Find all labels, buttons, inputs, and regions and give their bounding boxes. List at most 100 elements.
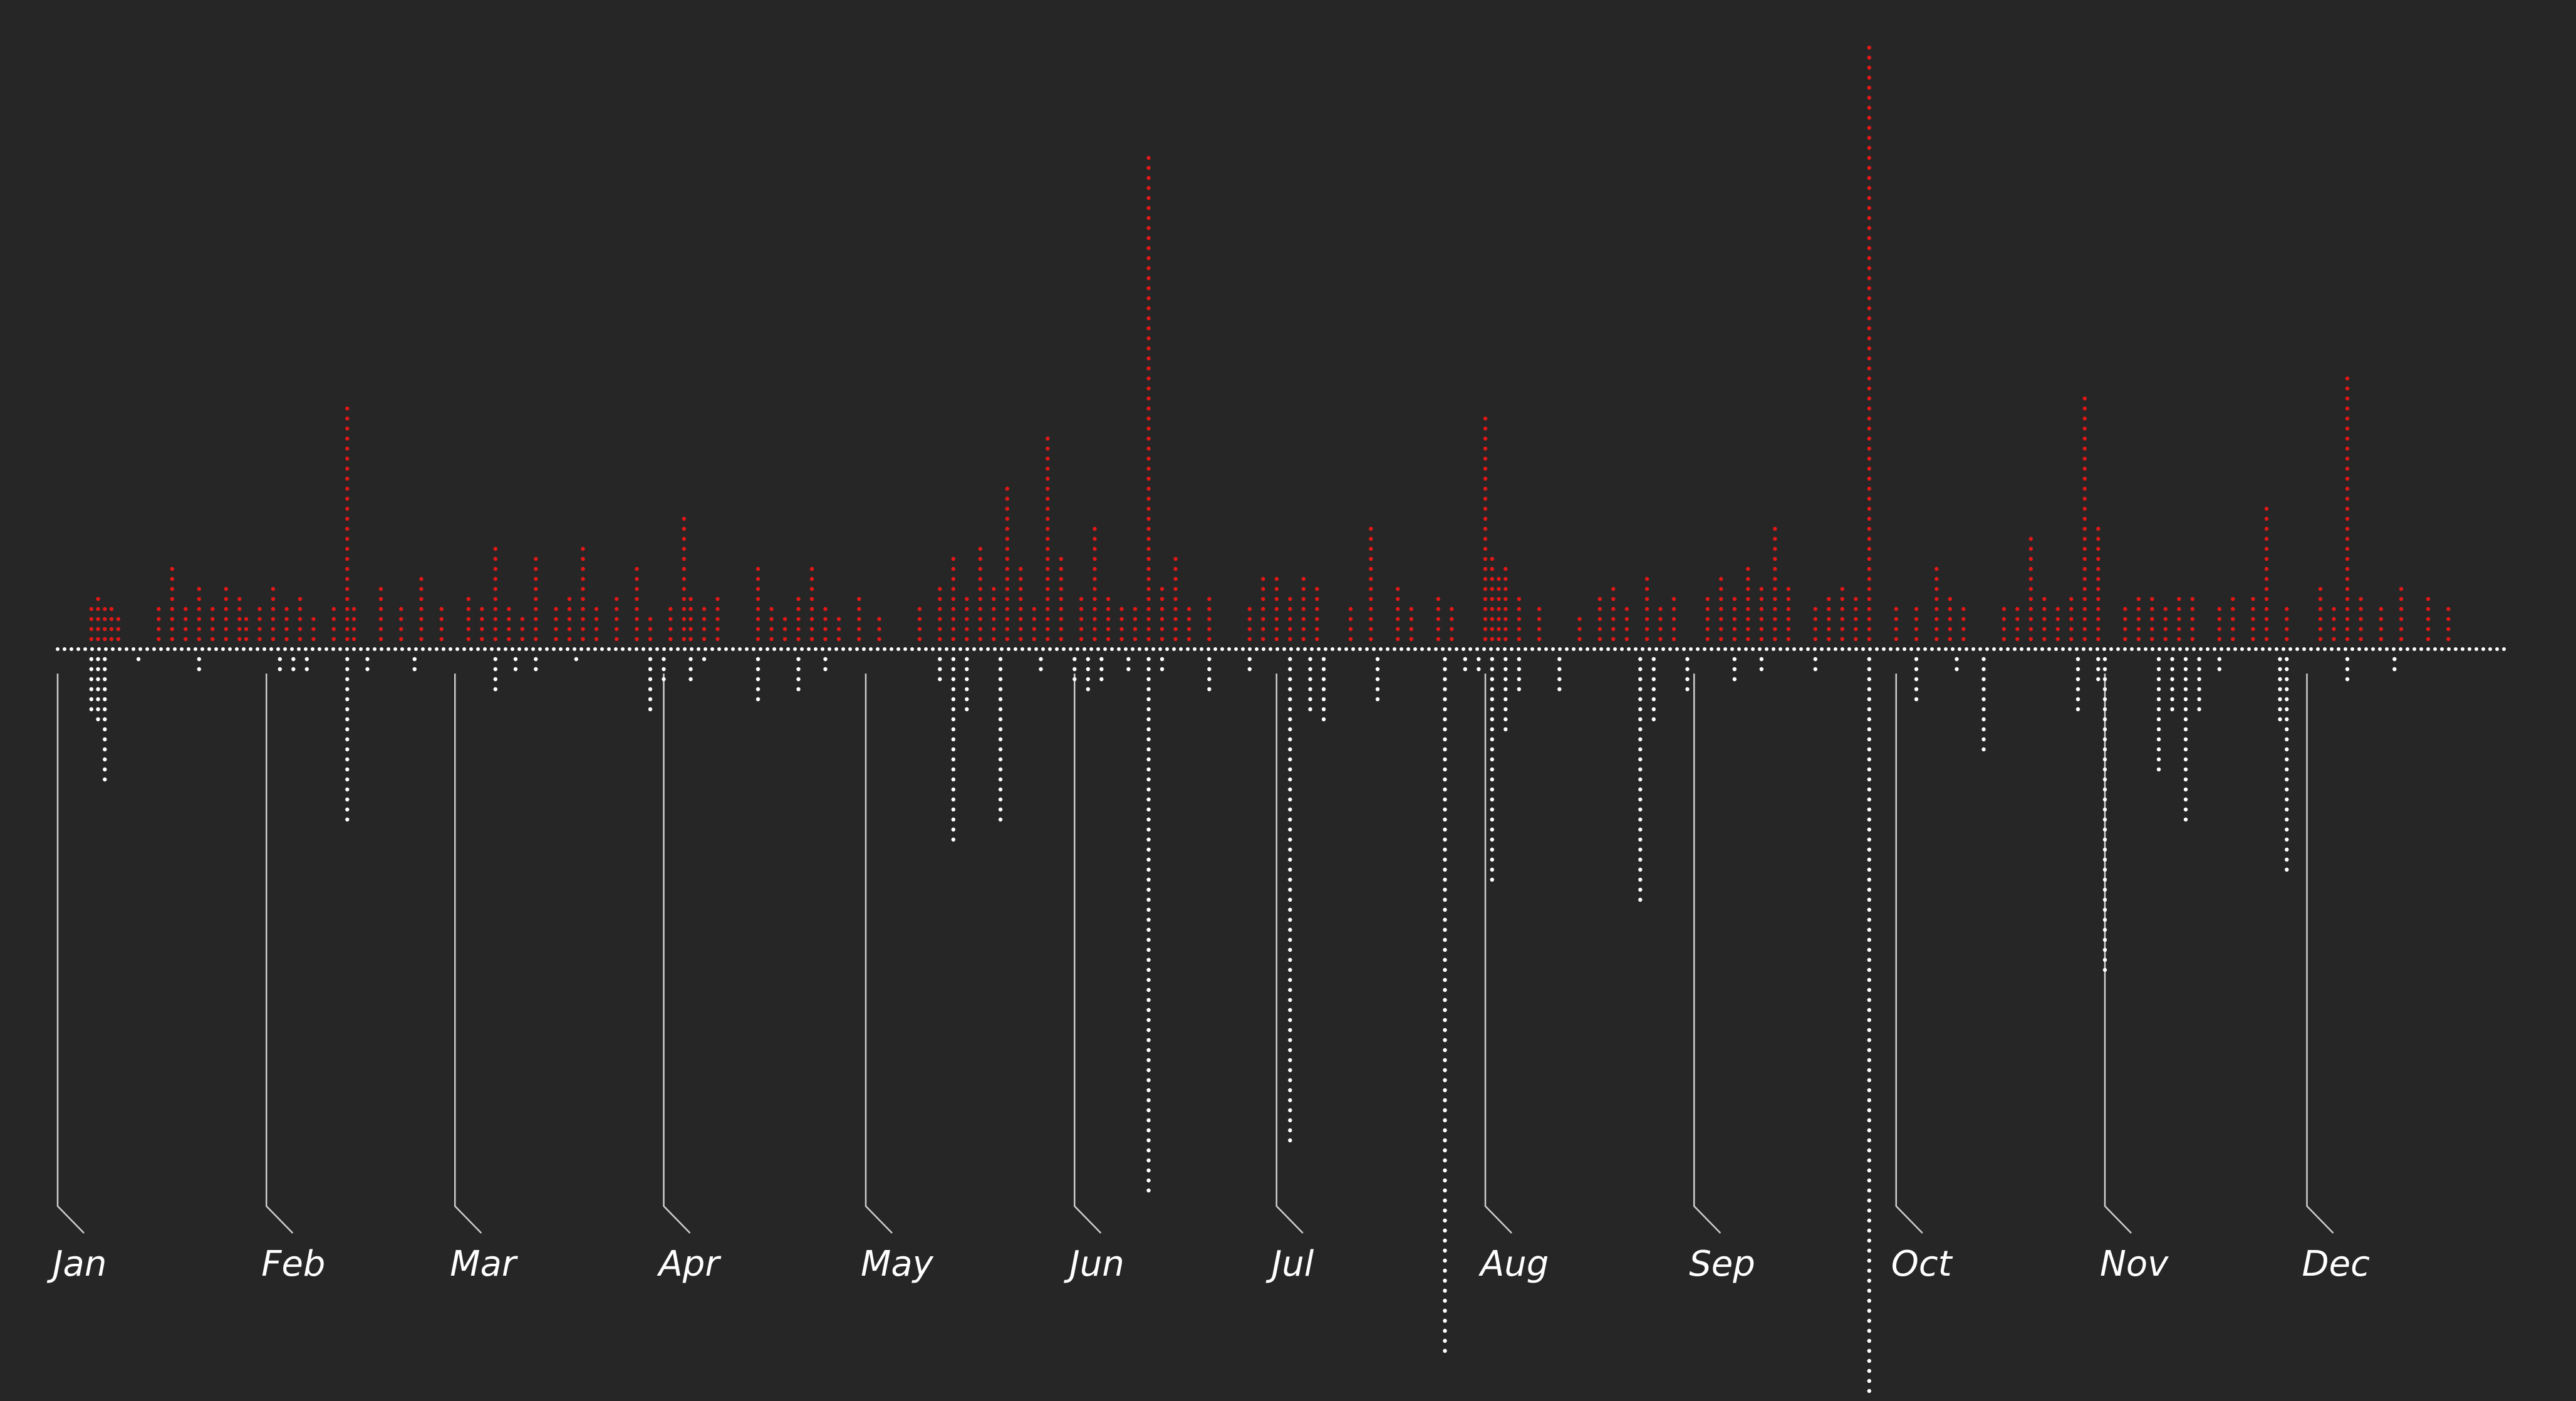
data-dot: [1369, 617, 1373, 622]
baseline-dot: [104, 647, 108, 651]
data-dot: [1315, 617, 1319, 622]
data-dot: [688, 677, 693, 682]
data-dot: [1443, 727, 1447, 732]
data-dot: [2082, 406, 2087, 411]
data-dot: [345, 807, 350, 812]
data-dot: [1019, 566, 1023, 571]
month-label: Jun: [1063, 1244, 1124, 1284]
month-connector: [1693, 674, 1722, 1234]
data-dot: [1867, 266, 1871, 271]
data-dot: [1106, 596, 1111, 602]
data-dot: [1638, 657, 1643, 662]
baseline-dot: [2096, 647, 2099, 651]
data-dot: [1867, 1388, 1871, 1393]
data-dot: [1490, 607, 1494, 612]
data-dot: [1369, 546, 1373, 551]
up-column: [2399, 586, 2404, 642]
data-dot: [1537, 617, 1542, 622]
data-dot: [2177, 637, 2181, 642]
data-dot: [1557, 667, 1562, 672]
up-column: [688, 596, 693, 642]
baseline-dot: [462, 647, 466, 651]
data-dot: [1867, 977, 1871, 982]
down-column: [951, 657, 956, 842]
data-dot: [2102, 687, 2107, 692]
down-column: [493, 657, 497, 692]
data-dot: [1813, 617, 1817, 622]
data-dot: [938, 596, 942, 602]
up-column: [480, 607, 484, 642]
data-dot: [1369, 586, 1373, 591]
data-dot: [992, 607, 996, 612]
baseline-dot: [2151, 647, 2154, 651]
data-dot: [965, 697, 969, 702]
month-label: Mar: [450, 1244, 518, 1284]
data-dot: [1274, 617, 1279, 622]
up-column: [1483, 416, 1488, 642]
data-dot: [1638, 727, 1643, 732]
data-dot: [2217, 617, 2221, 622]
data-dot: [1288, 787, 1292, 792]
data-dot: [2150, 596, 2154, 602]
baseline-dot: [242, 647, 246, 651]
down-column: [1321, 657, 1326, 722]
data-dot: [998, 787, 1003, 792]
down-series: [89, 657, 2397, 1401]
data-dot: [1840, 586, 1844, 591]
data-dot: [1867, 1198, 1871, 1203]
data-dot: [345, 556, 350, 561]
data-dot: [1093, 586, 1097, 591]
data-dot: [635, 637, 639, 642]
data-dot: [2264, 596, 2269, 602]
data-dot: [1146, 1108, 1151, 1113]
baseline-dot: [2316, 647, 2320, 651]
baseline-dot: [1827, 647, 1831, 651]
data-dot: [1146, 596, 1151, 602]
month-connector: [663, 674, 691, 1234]
data-dot: [1577, 637, 1582, 642]
data-dot: [1517, 637, 1521, 642]
data-dot: [951, 617, 956, 622]
data-dot: [304, 657, 309, 662]
data-dot: [1705, 617, 1710, 622]
data-dot: [1746, 596, 1750, 602]
up-column: [769, 607, 774, 642]
data-dot: [1477, 657, 1481, 662]
data-dot: [439, 607, 444, 612]
data-dot: [2359, 627, 2363, 632]
baseline-dot: [2054, 647, 2058, 651]
data-dot: [702, 627, 707, 632]
data-dot: [1854, 637, 1858, 642]
up-column: [836, 617, 841, 642]
data-dot: [1867, 276, 1871, 281]
up-column: [1315, 586, 1319, 642]
data-dot: [1288, 707, 1292, 712]
data-dot: [567, 617, 572, 622]
data-dot: [1611, 607, 1616, 612]
baseline-dot: [2399, 647, 2402, 651]
data-dot: [197, 657, 201, 662]
up-column: [1597, 596, 1602, 642]
up-column: [917, 607, 922, 642]
data-dot: [1146, 386, 1151, 391]
data-dot: [1935, 637, 1939, 642]
up-column: [2002, 607, 2006, 642]
down-column: [2278, 657, 2282, 722]
data-dot: [1146, 1168, 1151, 1173]
data-dot: [1187, 637, 1192, 642]
data-dot: [1557, 687, 1562, 692]
baseline-dot: [1758, 647, 1762, 651]
up-column: [1827, 596, 1831, 642]
data-dot: [2345, 436, 2350, 441]
down-column: [1308, 657, 1312, 712]
baseline-dot: [1558, 647, 1562, 651]
data-dot: [992, 627, 996, 632]
data-dot: [951, 747, 956, 752]
data-dot: [224, 627, 228, 632]
baseline-dot: [2102, 647, 2106, 651]
data-dot: [1261, 637, 1265, 642]
up-column: [796, 596, 801, 642]
baseline-dot: [814, 647, 818, 651]
baseline-dot: [917, 647, 921, 651]
data-dot: [2096, 576, 2101, 581]
